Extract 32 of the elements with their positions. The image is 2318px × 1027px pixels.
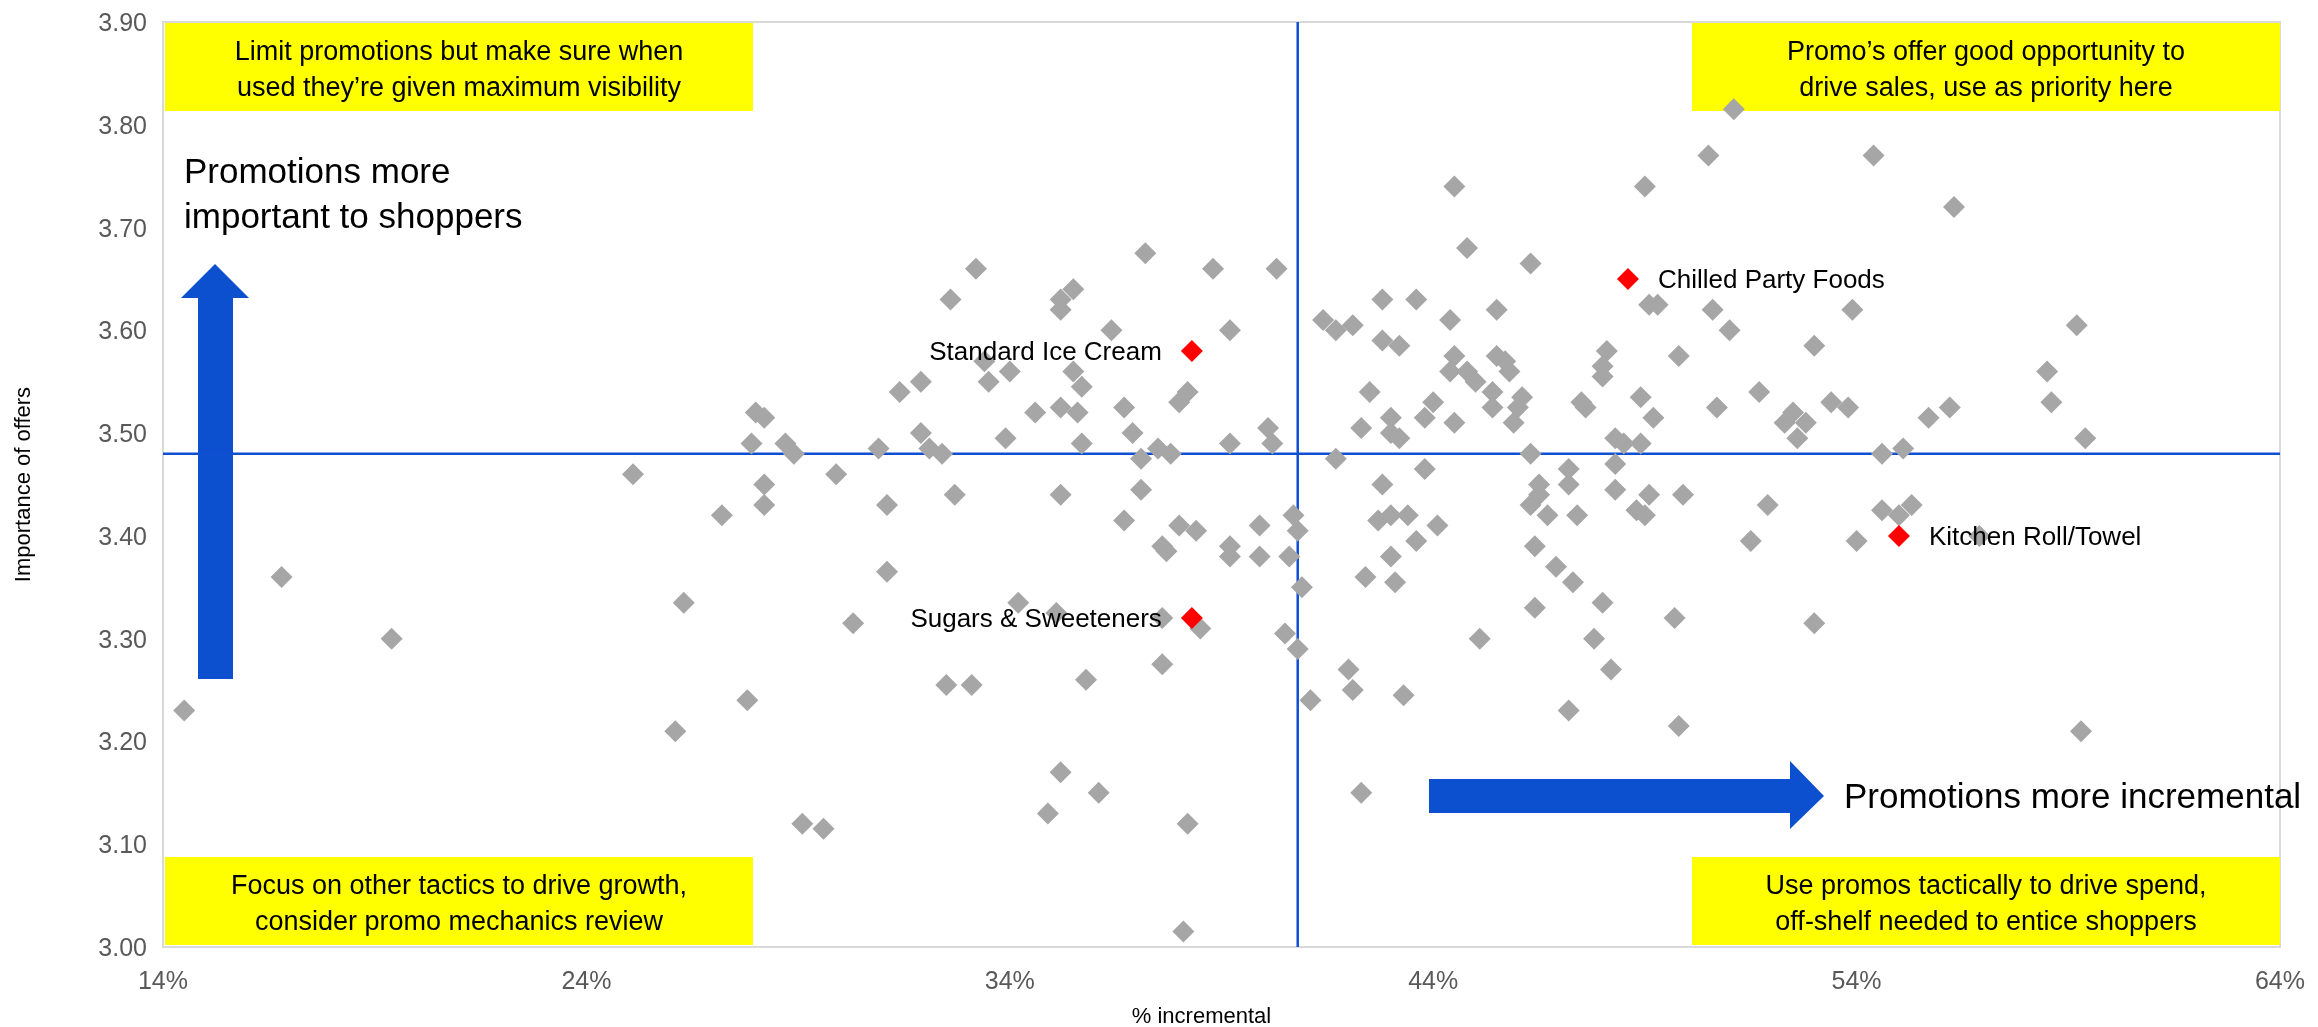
x-tick-label: 34% [984, 966, 1035, 994]
y-tick-label: 3.00 [98, 933, 147, 961]
x-tick-label: 54% [1831, 966, 1882, 994]
y-tick-label: 3.70 [98, 213, 147, 242]
point [1616, 267, 1639, 290]
point [1180, 607, 1203, 630]
x-tick-label: 44% [1408, 966, 1459, 994]
y-tick-label: 3.50 [98, 419, 147, 448]
annotation: Sugars & Sweeteners [910, 603, 1162, 634]
annotation: Promo’s offer good opportunity to drive sales, use as priority here [1786, 36, 2186, 102]
x-tick-label: 24% [561, 966, 612, 994]
x-tick-label: 64% [2254, 966, 2306, 994]
annotation: Limit promotions but make sure when used they’re given maximum visibility [234, 36, 684, 102]
y-tick-label: 3.40 [98, 521, 147, 550]
y-tick-label: 3.10 [98, 830, 147, 859]
annotation: Promotions more important to shoppers [184, 151, 523, 235]
y-tick-label: 3.90 [98, 8, 147, 36]
y-tick-label: 3.30 [98, 624, 147, 653]
annotation: Use promos tactically to drive spend, off-shelf needed to entice shoppers [1765, 870, 2207, 936]
point [1180, 339, 1203, 362]
y-tick-label: 3.80 [98, 110, 147, 139]
y-tick-label: 3.60 [98, 316, 147, 345]
annotation: Kitchen Roll/Towel [1928, 520, 2142, 551]
y-tick-label: 3.20 [98, 727, 147, 756]
annotation: Standard Ice Cream [929, 335, 1162, 366]
x-tick-label: 14% [137, 966, 189, 994]
annotation: Focus on other tactics to drive growth, consider promo mechanics review [230, 870, 688, 936]
annotation: Promotions more incremental [1844, 776, 2302, 815]
point [1887, 524, 1910, 547]
x-axis-title: % incremental [1131, 1003, 1272, 1027]
y-axis-title: Importance of offers [10, 386, 35, 583]
annotation: Chilled Party Foods [1657, 263, 1885, 294]
